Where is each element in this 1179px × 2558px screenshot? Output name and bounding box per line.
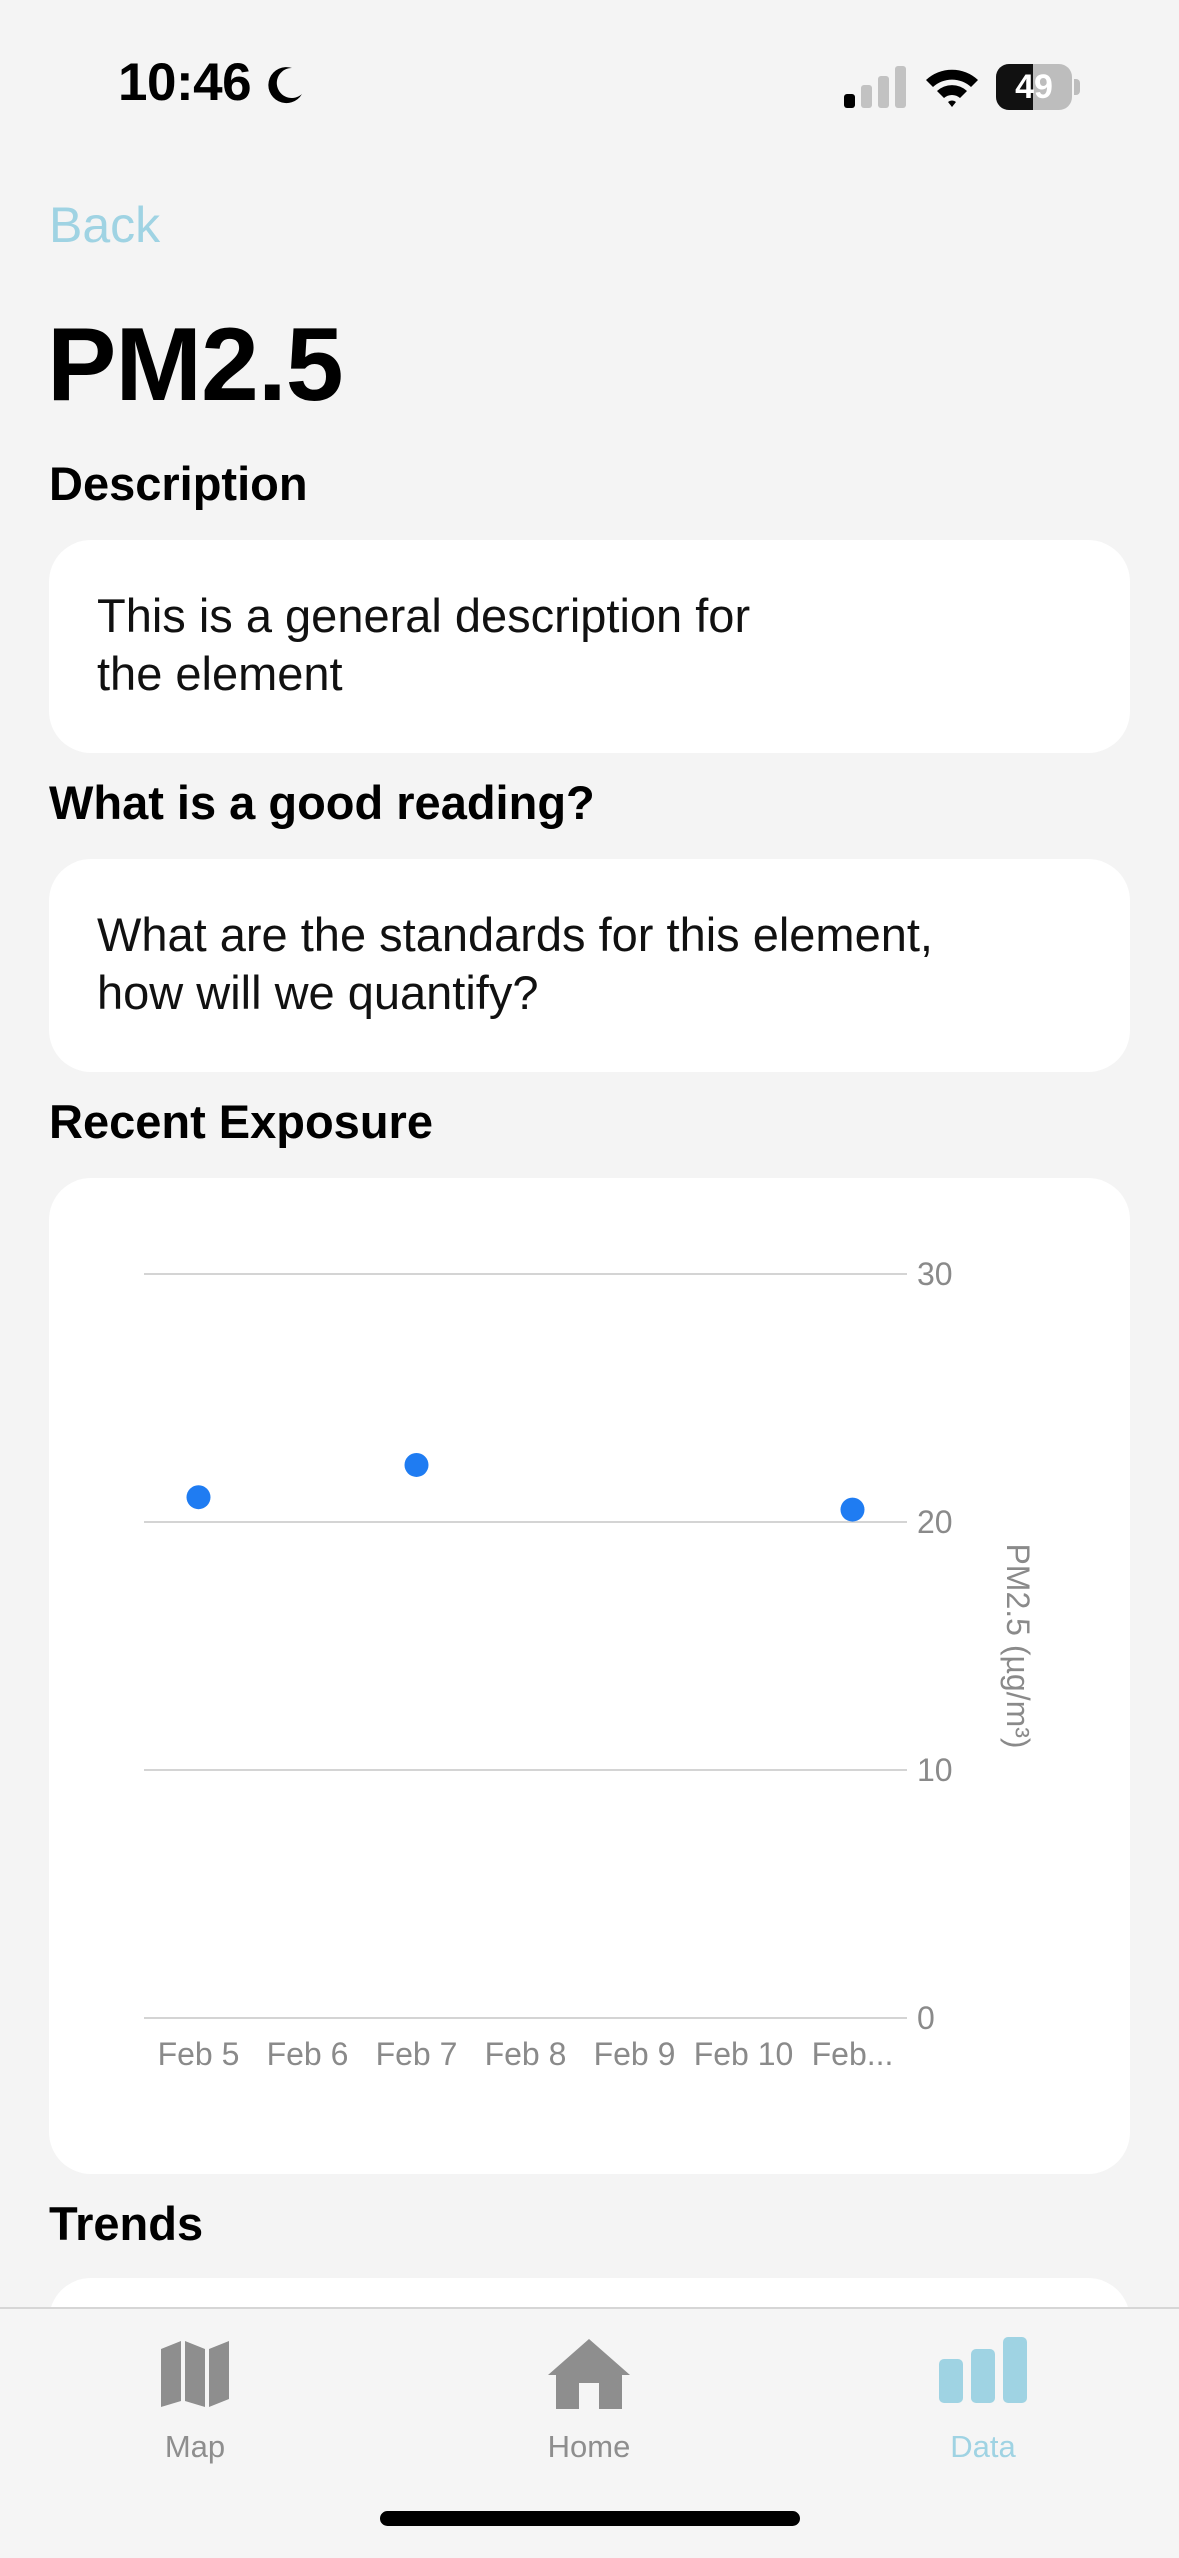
battery-level: [996, 64, 1034, 110]
status-time: 10:46: [118, 53, 252, 112]
tab-label-home: Home: [547, 2429, 631, 2464]
status-bar: 10:46 49: [0, 0, 1179, 150]
tab-map[interactable]: Map: [95, 2329, 295, 2469]
y-tick-label-30: 30: [917, 1256, 953, 1292]
moon-icon: [268, 67, 302, 104]
x-tick-label-3: Feb 8: [485, 2036, 567, 2072]
x-tick-label-5: Feb 10: [694, 2036, 794, 2072]
data-point-1: [404, 1452, 429, 1477]
exposure-chart-card: 0 10 20 30 Feb 5 Feb 6 Feb 7 Feb 8 Feb 9 Feb 10 Fe…: [49, 1178, 1130, 2174]
x-tick-label-0: Feb 5: [158, 2036, 240, 2072]
tab-label-data: Data: [950, 2429, 1016, 2464]
description-heading: Description: [49, 457, 308, 510]
good-reading-card: What are the standards for this element,…: [49, 859, 1130, 1072]
bar-chart-icon: [939, 2337, 1027, 2403]
map-icon: [161, 2341, 229, 2407]
description-text: This is a general description for the el…: [97, 589, 751, 700]
signal-icon: [844, 66, 906, 108]
x-tick-label-6: Feb...: [812, 2036, 894, 2072]
good-reading-text: What are the standards for this element,…: [97, 908, 933, 1019]
y-tick-label-20: 20: [917, 1504, 953, 1540]
y-tick-label-10: 10: [917, 1752, 953, 1788]
tab-home[interactable]: Home: [489, 2329, 689, 2469]
battery-percent: 49: [1015, 68, 1053, 106]
page-title: PM2.5: [47, 307, 344, 423]
tab-data[interactable]: Data: [883, 2329, 1083, 2469]
home-icon: [548, 2339, 630, 2409]
description-card: This is a general description for the el…: [49, 540, 1130, 753]
trends-heading: Trends: [49, 2197, 204, 2250]
data-point-0: [186, 1485, 211, 1510]
recent-exposure-heading: Recent Exposure: [49, 1095, 433, 1148]
x-tick-label-2: Feb 7: [376, 2036, 458, 2072]
data-point-2: [840, 1497, 865, 1522]
y-tick-label-0: 0: [917, 2000, 935, 2036]
exposure-chart: 0 10 20 30 Feb 5 Feb 6 Feb 7 Feb 8 Feb 9 Feb 10 Fe…: [144, 1256, 1036, 2072]
x-tick-label-1: Feb 6: [267, 2036, 349, 2072]
good-reading-heading: What is a good reading?: [49, 776, 595, 829]
wifi-icon: [926, 69, 978, 107]
back-button[interactable]: Back: [49, 197, 161, 253]
y-axis-title: PM2.5 (µg/m³): [1000, 1543, 1036, 1748]
x-tick-label-4: Feb 9: [594, 2036, 676, 2072]
battery-icon: 49: [996, 64, 1080, 110]
tab-label-map: Map: [164, 2429, 226, 2464]
home-indicator: [380, 2511, 800, 2526]
